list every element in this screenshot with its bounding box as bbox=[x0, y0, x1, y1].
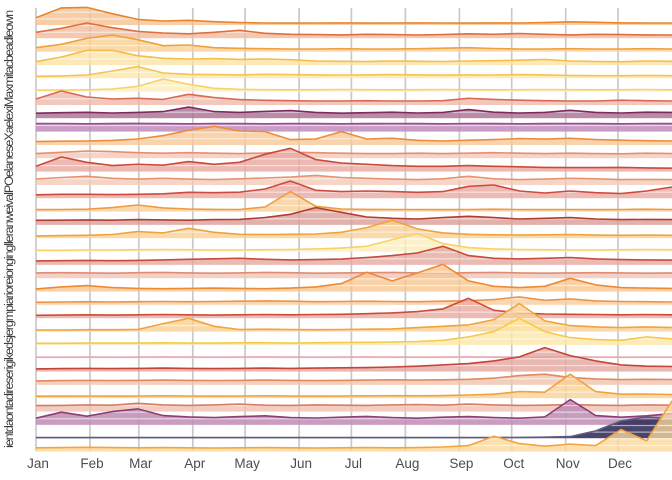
ridge-line-row-20 bbox=[35, 263, 672, 290]
ridge-line-row-21 bbox=[35, 296, 672, 304]
ridge-line-row-3 bbox=[35, 49, 672, 63]
x-axis-tick-label: Jul bbox=[345, 456, 362, 471]
ridge-line-row-28 bbox=[35, 373, 672, 397]
ridge-contour-row-24 bbox=[36, 318, 672, 345]
ridge-line-row-13 bbox=[35, 180, 672, 196]
ridge-line-row-5 bbox=[36, 78, 672, 91]
x-axis-tick-label: Feb bbox=[80, 456, 103, 471]
x-axis-tick-label: Dec bbox=[608, 456, 632, 471]
ridge-line-row-9 bbox=[35, 125, 672, 143]
ridge-line-row-10 bbox=[35, 150, 672, 155]
ridge-contour-row-21 bbox=[36, 296, 672, 305]
ridge-contour-row-31 bbox=[36, 416, 672, 439]
ridge-contour-row-6 bbox=[36, 91, 672, 105]
ridge-line-row-17 bbox=[36, 232, 672, 252]
ridge-line-row-32 bbox=[35, 400, 672, 449]
ridge-line-row-15 bbox=[35, 206, 672, 222]
x-axis-tick-label: Jun bbox=[290, 456, 312, 471]
ridge-contour-row-10 bbox=[36, 151, 672, 159]
ridge-contour-row-8 bbox=[36, 123, 672, 132]
ridge-line-row-19 bbox=[35, 271, 672, 274]
ridge-contour-row-19 bbox=[36, 272, 672, 279]
x-axis-tick-label: Mar bbox=[129, 456, 153, 471]
ridge-line-row-11 bbox=[35, 147, 672, 169]
ridge-line-row-2 bbox=[35, 34, 672, 50]
ridge-contour-row-7 bbox=[36, 107, 672, 119]
ridge-contour-row-32 bbox=[36, 400, 672, 452]
ridge-line-row-31 bbox=[36, 416, 672, 439]
x-axis-tick-label: Oct bbox=[503, 456, 524, 471]
x-axis-tick-label: Apr bbox=[184, 456, 206, 471]
ridge-line-row-6 bbox=[35, 90, 672, 102]
x-axis-tick-label: Aug bbox=[395, 456, 419, 471]
ridge-contour-row-28 bbox=[36, 374, 672, 399]
x-axis-tick-label: May bbox=[234, 456, 260, 471]
y-axis-labels-garbled: ientdaontadireserigikedsjergmpiarioreion… bbox=[4, 10, 16, 448]
ridge-contour-row-5 bbox=[36, 79, 672, 92]
ridge-line-row-12 bbox=[35, 174, 672, 181]
ridge-contour-row-11 bbox=[36, 148, 672, 172]
ridge-line-row-23 bbox=[36, 302, 672, 331]
ridge-line-row-14 bbox=[35, 190, 672, 211]
ridge-contour-row-3 bbox=[36, 50, 672, 65]
ridge-contour-row-16 bbox=[36, 220, 672, 239]
ridge-line-row-1 bbox=[35, 22, 672, 36]
ridge-contour-row-12 bbox=[36, 175, 672, 185]
ridge-line-row-30 bbox=[35, 398, 672, 419]
ridge-line-row-26 bbox=[35, 346, 672, 370]
ridge-line-row-24 bbox=[36, 317, 672, 345]
x-axis-tick-label: Jan bbox=[27, 456, 49, 471]
ridge-contour-row-2 bbox=[36, 35, 672, 52]
ridge-contour-row-18 bbox=[36, 246, 672, 265]
ridge-line-row-4 bbox=[35, 65, 672, 78]
ridge-line-row-7 bbox=[35, 106, 672, 114]
ridge-contour-row-13 bbox=[36, 181, 672, 199]
ridge-line-row-18 bbox=[35, 245, 672, 262]
ridge-contour-row-26 bbox=[36, 347, 672, 372]
ridge-line-row-22 bbox=[35, 297, 672, 317]
ridge-line-row-0 bbox=[35, 6, 672, 24]
x-axis-tick-label: Nov bbox=[556, 456, 580, 471]
x-axis-tick-label: Sep bbox=[449, 456, 473, 471]
ridge-line-row-16 bbox=[35, 219, 672, 237]
